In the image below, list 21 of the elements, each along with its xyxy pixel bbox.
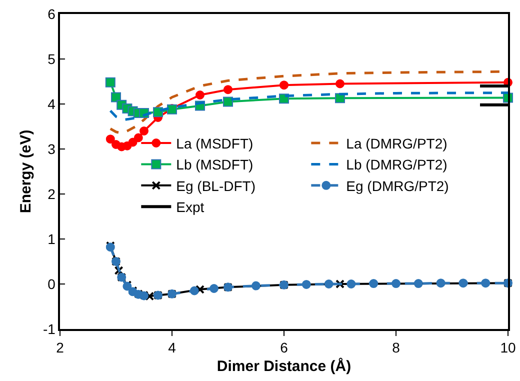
y-tick-label: 5 [48,50,56,67]
x-tick-label: 6 [280,340,288,356]
y-tick-label: 6 [48,6,56,22]
y-tick-label: 0 [48,276,56,292]
y-axis-title: Energy (eV) [18,130,35,214]
y-tick-label: -1 [42,320,56,337]
legend-label: Lb (DMRG/PT2) [346,156,448,173]
x-tick-label: 8 [392,340,400,356]
legend-label: La (DMRG/PT2) [346,135,448,152]
y-tick-label: 1 [48,230,56,247]
legend-label: La (MSDFT) [176,135,254,152]
legend-label: Eg (BL-DFT) [176,178,256,194]
legend-label: Eg (DMRG/PT2) [346,178,449,194]
y-tick-label: 2 [48,186,56,202]
x-tick-label: 10 [500,340,516,356]
y-tick-label: 3 [48,140,56,157]
legend-label: Lb (MSDFT) [176,156,254,173]
y-tick-label: 4 [48,96,56,112]
x-axis-title: Dimer Distance (Å) [216,357,352,376]
legend-label: Expt [176,199,204,216]
x-tick-label: 4 [168,340,176,356]
